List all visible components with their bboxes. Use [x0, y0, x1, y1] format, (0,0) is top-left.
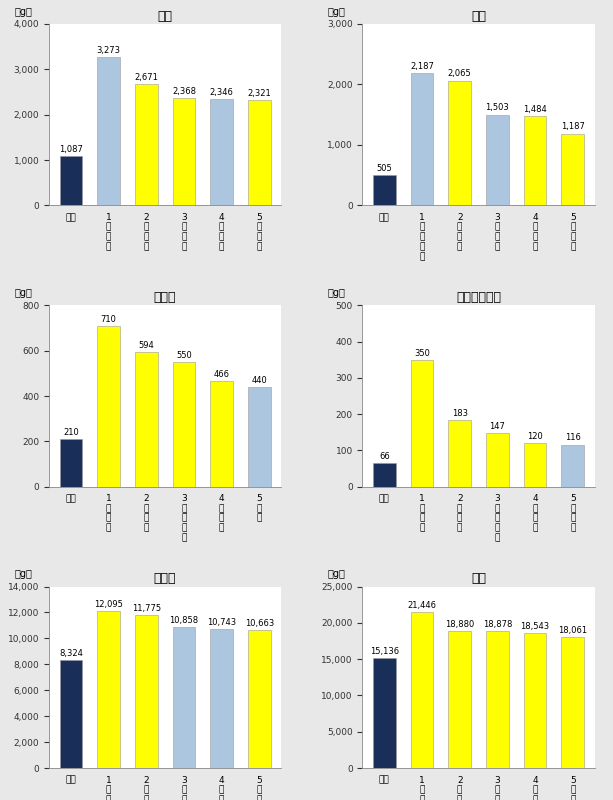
Bar: [135, 615, 158, 768]
Bar: [248, 100, 271, 206]
Bar: [59, 660, 82, 768]
Text: 183: 183: [452, 409, 468, 418]
Bar: [524, 634, 546, 768]
Text: 147: 147: [489, 422, 505, 431]
Bar: [562, 637, 584, 768]
Text: 8,324: 8,324: [59, 649, 83, 658]
Bar: [448, 81, 471, 206]
Bar: [411, 73, 433, 206]
Bar: [97, 57, 120, 206]
Text: 18,878: 18,878: [482, 620, 512, 629]
Bar: [135, 352, 158, 486]
Text: 10,663: 10,663: [245, 618, 274, 628]
Text: 21,446: 21,446: [408, 601, 436, 610]
Title: 干ししいたけ: 干ししいたけ: [456, 291, 501, 304]
Title: 食用油: 食用油: [154, 572, 177, 586]
Bar: [448, 631, 471, 768]
Bar: [373, 658, 395, 768]
Text: 2,187: 2,187: [410, 62, 434, 71]
Bar: [562, 445, 584, 486]
Text: 18,543: 18,543: [520, 622, 550, 631]
Title: あじ: あじ: [158, 10, 173, 23]
Bar: [210, 629, 233, 768]
Text: 116: 116: [565, 434, 581, 442]
Text: （g）: （g）: [327, 570, 346, 579]
Bar: [373, 175, 395, 206]
Text: 466: 466: [214, 370, 230, 379]
Bar: [562, 134, 584, 206]
Text: 15,136: 15,136: [370, 647, 399, 656]
Bar: [97, 326, 120, 486]
Bar: [173, 362, 196, 486]
Text: （g）: （g）: [14, 570, 32, 579]
Bar: [173, 98, 196, 206]
Text: 18,880: 18,880: [445, 620, 474, 629]
Text: 350: 350: [414, 349, 430, 358]
Bar: [486, 434, 509, 486]
Text: 1,503: 1,503: [485, 103, 509, 112]
Bar: [486, 114, 509, 206]
Text: 2,368: 2,368: [172, 87, 196, 96]
Title: 鷄肉: 鷄肉: [471, 572, 486, 586]
Text: 1,484: 1,484: [523, 105, 547, 114]
Bar: [173, 627, 196, 768]
Bar: [524, 116, 546, 206]
Text: 12,095: 12,095: [94, 600, 123, 609]
Text: （g）: （g）: [14, 288, 32, 298]
Bar: [248, 630, 271, 768]
Bar: [135, 84, 158, 206]
Text: 710: 710: [101, 314, 116, 323]
Text: 550: 550: [176, 350, 192, 360]
Text: 120: 120: [527, 432, 543, 441]
Bar: [210, 381, 233, 486]
Bar: [411, 612, 433, 768]
Text: 10,743: 10,743: [207, 618, 236, 626]
Text: （g）: （g）: [14, 6, 32, 17]
Text: 440: 440: [251, 376, 267, 385]
Bar: [97, 611, 120, 768]
Text: 2,671: 2,671: [134, 73, 158, 82]
Text: 505: 505: [376, 164, 392, 173]
Text: 210: 210: [63, 428, 79, 437]
Bar: [59, 156, 82, 206]
Text: 3,273: 3,273: [97, 46, 121, 55]
Text: 1,087: 1,087: [59, 145, 83, 154]
Text: 2,321: 2,321: [248, 89, 271, 98]
Title: 煮干し: 煮干し: [154, 291, 177, 304]
Bar: [411, 360, 433, 486]
Text: 11,775: 11,775: [132, 604, 161, 613]
Text: 2,346: 2,346: [210, 88, 234, 97]
Text: （g）: （g）: [327, 6, 346, 17]
Text: 10,858: 10,858: [169, 616, 199, 625]
Bar: [59, 439, 82, 486]
Text: 18,061: 18,061: [558, 626, 587, 634]
Text: 2,065: 2,065: [448, 70, 471, 78]
Bar: [448, 420, 471, 486]
Text: 66: 66: [379, 452, 390, 461]
Bar: [210, 99, 233, 206]
Text: （g）: （g）: [327, 288, 346, 298]
Bar: [524, 443, 546, 486]
Text: 1,187: 1,187: [561, 122, 585, 131]
Bar: [486, 631, 509, 768]
Bar: [248, 387, 271, 486]
Bar: [373, 462, 395, 486]
Title: たい: たい: [471, 10, 486, 23]
Text: 594: 594: [139, 341, 154, 350]
